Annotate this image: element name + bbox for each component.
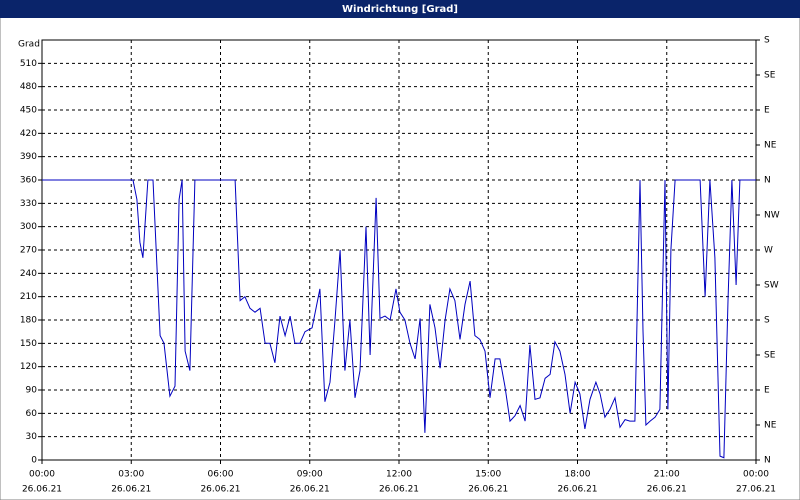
y2-tick-label: S <box>764 316 770 326</box>
x-tick-label: 00:00 <box>29 470 55 480</box>
x-tick-label: 18:00 <box>565 470 591 480</box>
x-tick-label: 00:00 <box>743 470 769 480</box>
x-tick-label: 15:00 <box>475 470 501 480</box>
x-tick-date: 26.06.21 <box>290 485 330 495</box>
y-tick-label: 210 <box>20 292 37 302</box>
y-tick-label: 0 <box>31 456 37 466</box>
y-tick-label: 390 <box>20 152 37 162</box>
x-tick-date: 27.06.21 <box>736 485 776 495</box>
y-axis-label: Grad <box>18 40 40 50</box>
y2-tick-label: SE <box>764 71 776 81</box>
y-tick-label: 300 <box>20 222 37 232</box>
x-tick-date: 26.06.21 <box>200 485 240 495</box>
x-tick-date: 26.06.21 <box>647 485 687 495</box>
y2-tick-label: S <box>764 36 770 46</box>
y2-tick-label: W <box>764 246 773 256</box>
y-tick-label: 360 <box>20 176 37 186</box>
y2-tick-label: SE <box>764 351 776 361</box>
x-tick-label: 09:00 <box>297 470 323 480</box>
y2-tick-label: SW <box>764 281 779 291</box>
x-tick-date: 26.06.21 <box>557 485 597 495</box>
title-bar <box>0 0 800 18</box>
y-tick-label: 270 <box>20 246 37 256</box>
x-tick-label: 21:00 <box>654 470 680 480</box>
y-tick-label: 330 <box>20 199 37 209</box>
y-tick-label: 180 <box>20 316 37 326</box>
chart-title: Windrichtung [Grad] <box>342 4 458 15</box>
x-tick-date: 26.06.21 <box>468 485 508 495</box>
x-tick-label: 03:00 <box>118 470 144 480</box>
y-tick-label: 450 <box>20 106 37 116</box>
y-tick-label: 30 <box>26 432 38 442</box>
y2-tick-label: E <box>764 386 770 396</box>
y-tick-label: 150 <box>20 339 37 349</box>
x-tick-label: 06:00 <box>208 470 234 480</box>
x-tick-date: 26.06.21 <box>22 485 62 495</box>
y-tick-label: 90 <box>26 386 38 396</box>
y-tick-label: 60 <box>26 409 38 419</box>
y2-tick-label: N <box>764 456 771 466</box>
y-tick-label: 240 <box>20 269 37 279</box>
x-tick-date: 26.06.21 <box>379 485 419 495</box>
series-line <box>42 179 756 459</box>
y2-tick-label: NE <box>764 421 777 431</box>
y-tick-label: 420 <box>20 129 37 139</box>
y-tick-label: 480 <box>20 82 37 92</box>
x-tick-date: 26.06.21 <box>111 485 151 495</box>
x-tick-label: 12:00 <box>386 470 412 480</box>
y-tick-label: 120 <box>20 362 37 372</box>
y2-tick-label: NW <box>764 211 780 221</box>
y2-tick-label: N <box>764 176 771 186</box>
y-tick-label: 510 <box>20 59 37 69</box>
y2-tick-label: NE <box>764 141 777 151</box>
y2-tick-label: E <box>764 106 770 116</box>
